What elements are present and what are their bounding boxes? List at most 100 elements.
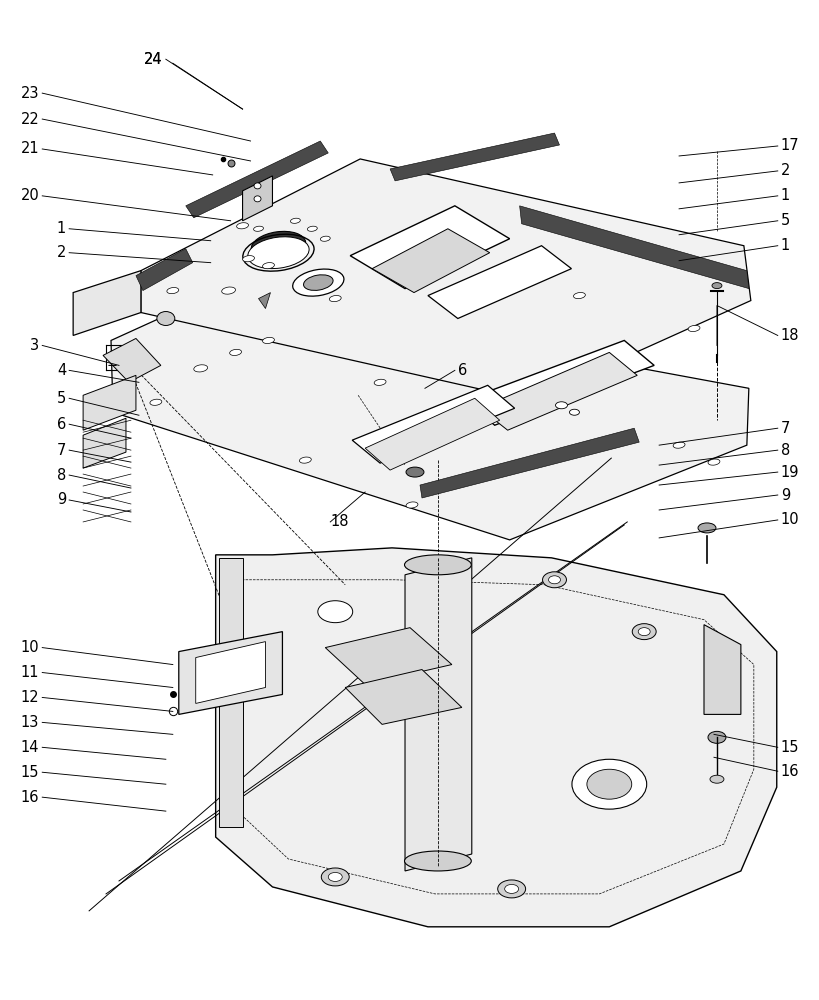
Polygon shape [419,428,639,498]
Text: 1: 1 [57,221,66,236]
Ellipse shape [709,775,723,783]
Polygon shape [141,159,750,400]
Polygon shape [364,398,499,470]
Text: 1: 1 [780,188,789,203]
Ellipse shape [156,312,174,325]
Text: 10: 10 [780,512,799,527]
Ellipse shape [303,275,333,290]
Polygon shape [186,141,328,218]
Text: 11: 11 [20,665,39,680]
Text: 17: 17 [780,138,799,153]
Ellipse shape [542,572,566,588]
Text: 15: 15 [780,740,799,755]
Polygon shape [519,206,748,289]
Text: 7: 7 [57,443,66,458]
Ellipse shape [637,628,649,636]
Ellipse shape [321,868,349,886]
Polygon shape [405,558,471,871]
Text: 23: 23 [20,86,39,101]
Text: 9: 9 [780,488,789,503]
Polygon shape [464,340,654,425]
Text: 13: 13 [20,715,39,730]
Ellipse shape [572,292,585,299]
Ellipse shape [554,402,567,409]
Polygon shape [350,206,509,289]
Ellipse shape [672,442,684,448]
Ellipse shape [697,523,715,533]
Polygon shape [258,293,270,309]
Polygon shape [345,670,461,724]
Ellipse shape [251,231,305,260]
Ellipse shape [242,256,254,262]
Polygon shape [136,249,192,291]
Text: 20: 20 [20,188,39,203]
Ellipse shape [405,502,418,508]
Polygon shape [242,176,272,221]
Polygon shape [352,385,514,463]
Polygon shape [704,625,740,714]
Ellipse shape [247,237,309,269]
Polygon shape [83,375,136,430]
Polygon shape [196,642,265,703]
Polygon shape [111,291,748,540]
Ellipse shape [320,236,330,241]
Ellipse shape [631,624,655,640]
Text: 16: 16 [20,790,39,805]
Ellipse shape [262,263,274,269]
Ellipse shape [548,576,560,584]
Polygon shape [325,628,451,684]
Text: 10: 10 [20,640,39,655]
Text: 8: 8 [780,443,789,458]
Text: 3: 3 [30,338,39,353]
Ellipse shape [290,218,300,223]
Ellipse shape [568,409,579,415]
Text: 6: 6 [457,363,467,378]
Ellipse shape [707,459,719,465]
Text: 22: 22 [20,112,39,127]
Text: 7: 7 [780,421,790,436]
Ellipse shape [253,226,263,231]
Ellipse shape [221,287,235,294]
Ellipse shape [404,851,471,871]
Ellipse shape [150,399,161,405]
Ellipse shape [193,365,207,372]
Polygon shape [372,229,489,293]
Text: 12: 12 [20,690,39,705]
Ellipse shape [262,337,274,344]
Ellipse shape [299,457,311,463]
Text: 2: 2 [780,163,790,178]
Text: 15: 15 [20,765,39,780]
Text: 9: 9 [57,492,66,508]
Ellipse shape [497,880,525,898]
Text: 16: 16 [780,764,799,779]
Polygon shape [428,246,571,319]
Text: 21: 21 [20,141,39,156]
Ellipse shape [328,872,342,881]
Ellipse shape [687,325,699,332]
Ellipse shape [254,183,260,189]
Ellipse shape [254,196,260,202]
Text: 1: 1 [780,238,789,253]
Ellipse shape [586,769,631,799]
Ellipse shape [167,288,179,294]
Polygon shape [73,271,141,335]
Polygon shape [479,352,636,430]
Polygon shape [83,418,126,468]
Text: 5: 5 [780,213,789,228]
Ellipse shape [307,226,317,231]
Text: 18: 18 [330,514,348,529]
Ellipse shape [707,731,725,743]
Ellipse shape [373,379,386,385]
Ellipse shape [405,467,423,477]
Polygon shape [103,338,161,382]
Polygon shape [219,558,242,827]
Ellipse shape [571,759,646,809]
Text: 5: 5 [57,391,66,406]
Ellipse shape [229,349,242,355]
Ellipse shape [404,555,471,575]
Text: 19: 19 [780,465,799,480]
Text: 4: 4 [57,363,66,378]
Ellipse shape [237,223,248,229]
Ellipse shape [292,269,343,296]
Ellipse shape [329,295,341,302]
